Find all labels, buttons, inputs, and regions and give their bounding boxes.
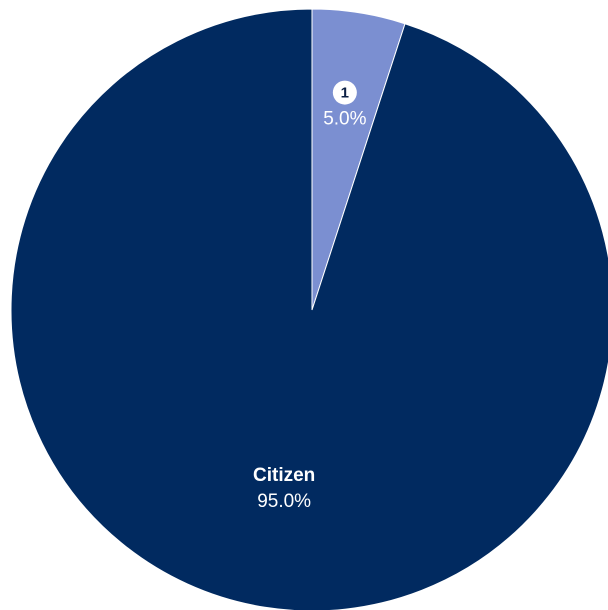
slice-percent-label: 95.0%	[257, 491, 311, 512]
pie-slice-citizen	[10, 8, 608, 610]
slice-badge	[332, 80, 357, 105]
labels-layer: 1 5.0% Citizen 95.0%	[253, 80, 367, 512]
slice-percent-label: 5.0%	[323, 109, 366, 130]
slice-name-label: Citizen	[253, 465, 315, 486]
slice-badge-label: 1	[341, 85, 349, 102]
slices-layer	[10, 8, 608, 610]
